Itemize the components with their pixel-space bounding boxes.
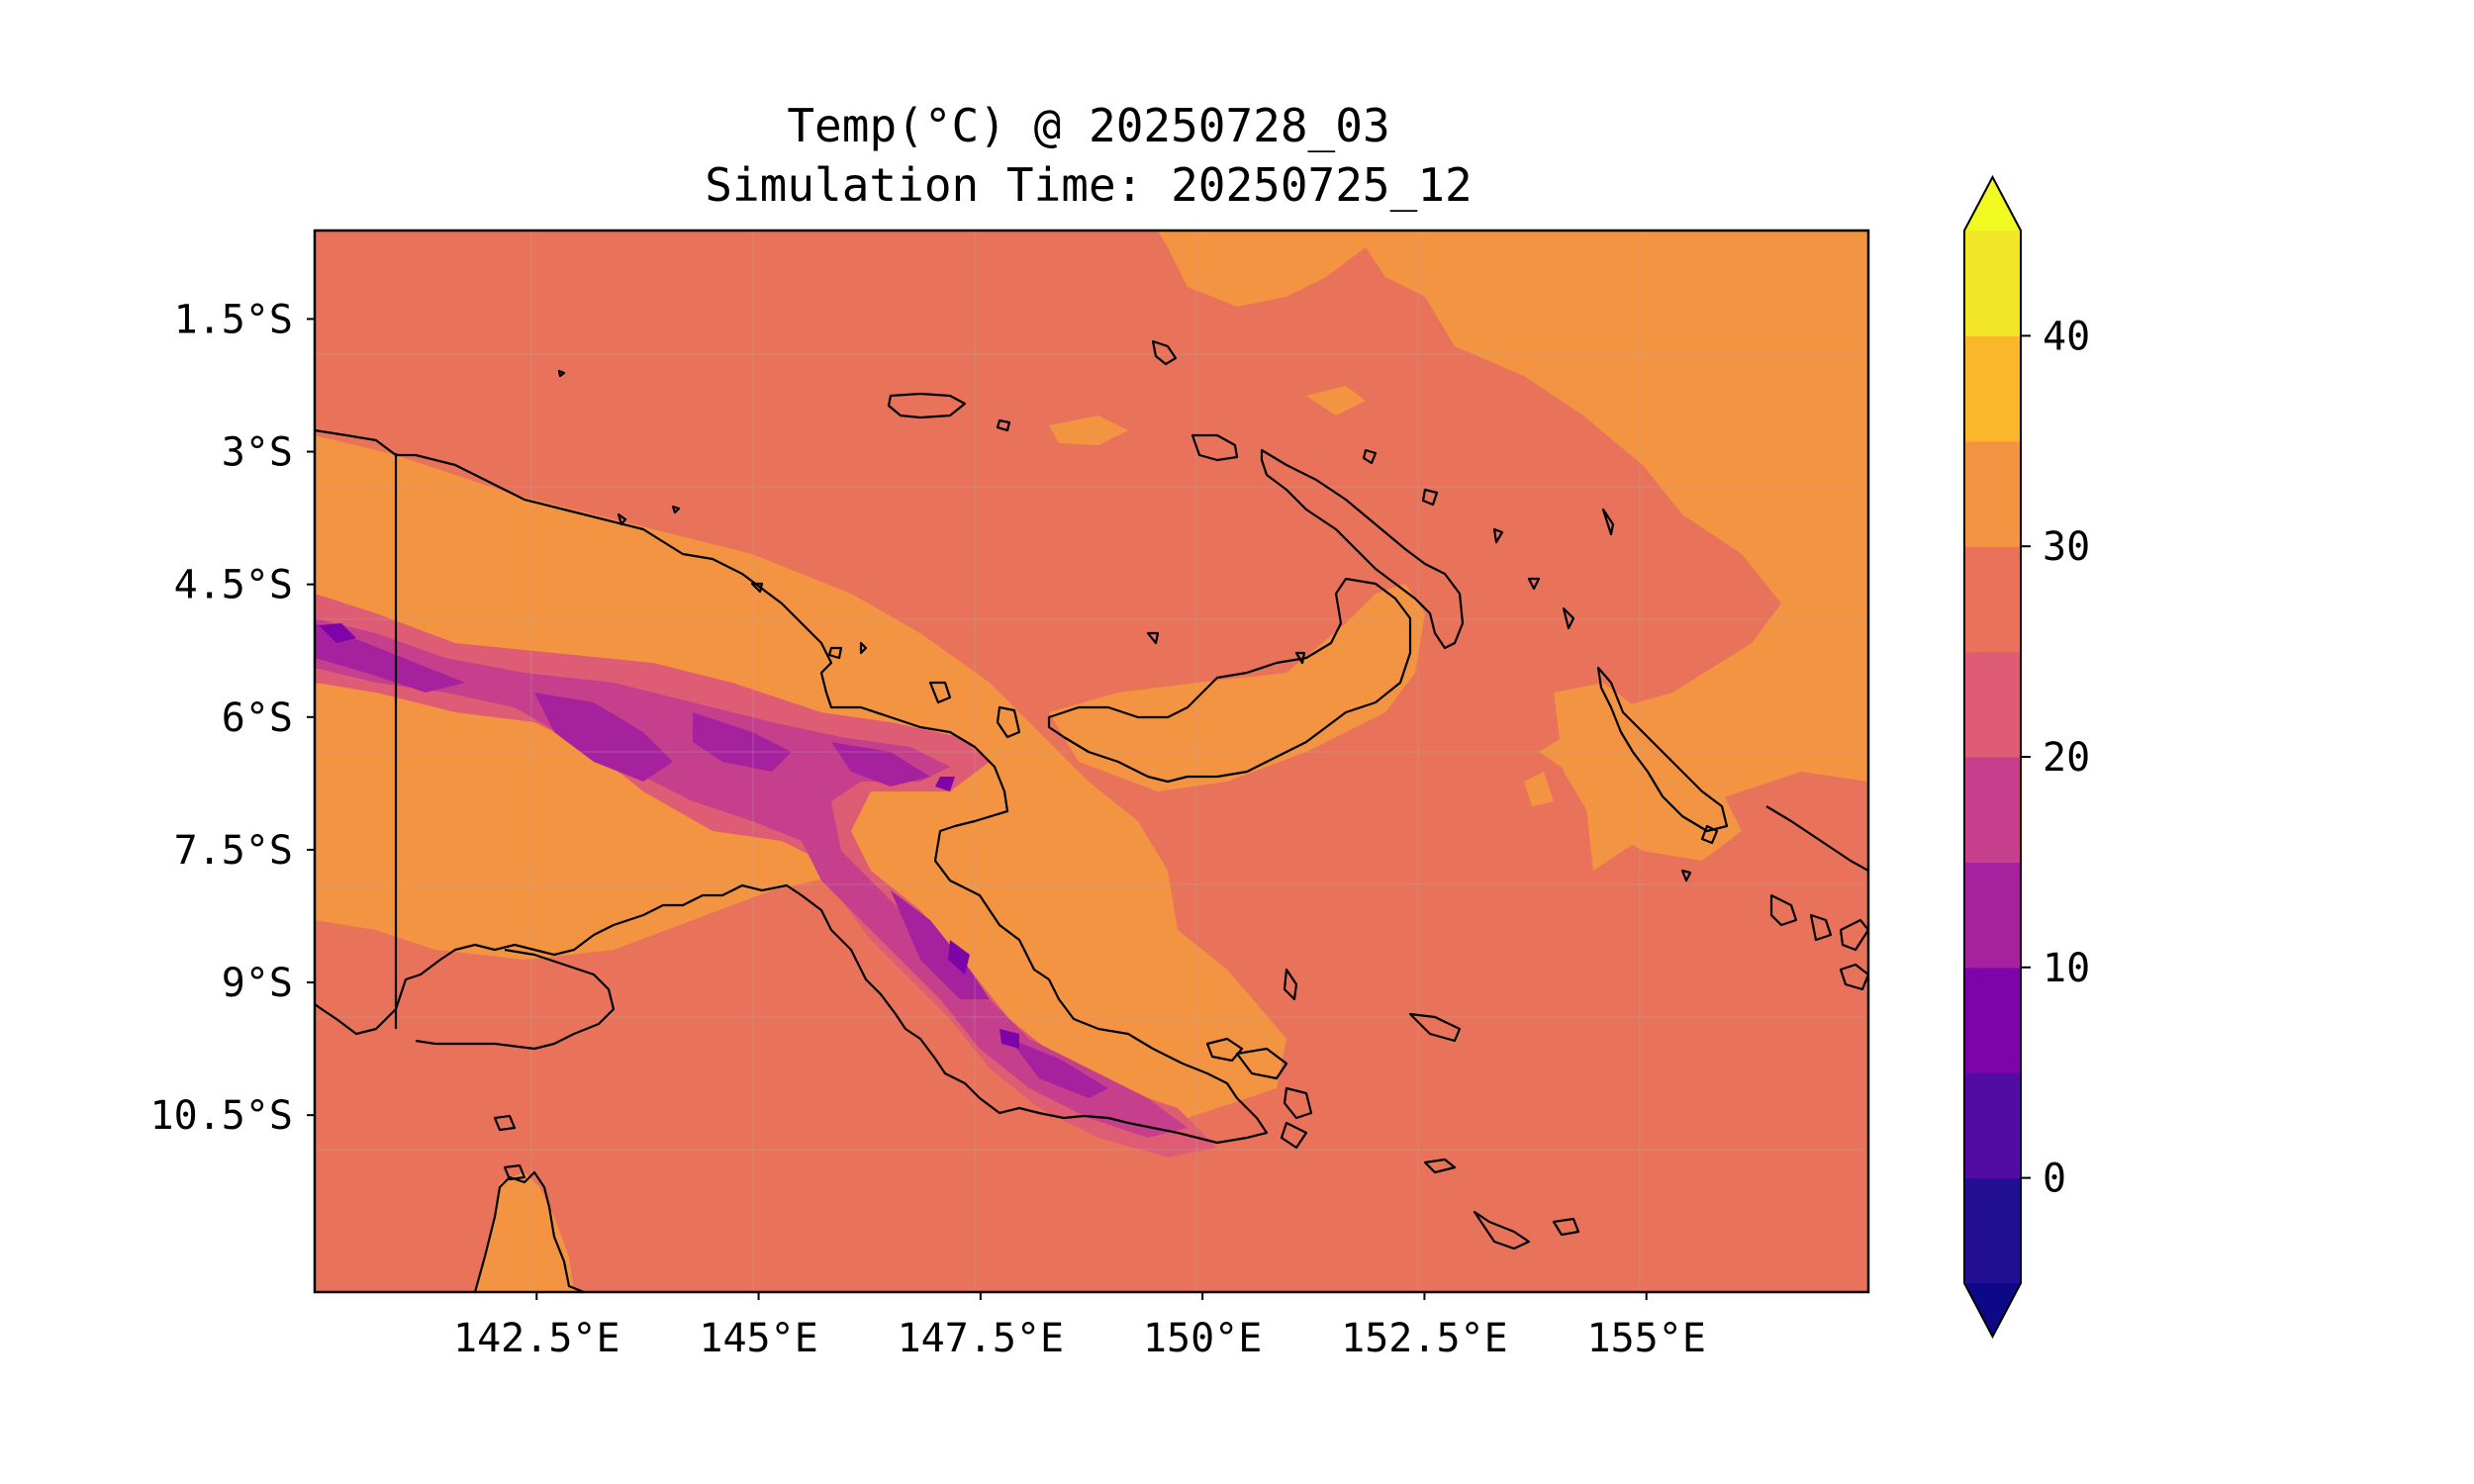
colorbar-tick-label: 0 <box>2043 1157 2066 1202</box>
coastline-mussau <box>1151 339 1178 366</box>
x-tick-label: 150°E <box>1143 1316 1262 1361</box>
highlands-core-10-15 <box>315 623 1108 1098</box>
y-tick-label: 4.5°S <box>174 563 293 608</box>
x-tick-label: 142.5°E <box>453 1316 620 1361</box>
coastline-woodlark <box>1408 1012 1462 1043</box>
x-tick-label: 152.5°E <box>1341 1316 1508 1361</box>
warm-sea-region-northeast <box>1158 231 1868 871</box>
colorbar-segment <box>1964 967 2021 1073</box>
map-title-line2: Simulation Time: 20250725_12 <box>705 158 1472 212</box>
colorbar-segment <box>1964 440 2021 547</box>
map-frame <box>313 229 1870 1294</box>
colorbar-outline <box>1963 174 2022 1340</box>
coastline-manus <box>887 392 967 419</box>
coastline-new-britain <box>1047 577 1412 784</box>
highlands-core-15-20 <box>315 618 1188 1138</box>
coastline-fly-delta <box>415 948 616 1051</box>
warm-region-cape-york <box>475 1172 574 1292</box>
map-title-line1: Temp(°C) @ 20250728_03 <box>787 99 1389 152</box>
colorbar-segment <box>1964 1177 2021 1284</box>
colorbar: 0 10 20 30 40 <box>1963 174 2090 1340</box>
colorbar-segment <box>1964 651 2021 758</box>
coastline-cape-york <box>473 1170 585 1292</box>
y-tick-label: 10.5°S <box>150 1093 294 1139</box>
x-tick-label: 155°E <box>1587 1316 1706 1361</box>
colorbar-segment <box>1964 231 2021 336</box>
colorbar-tick-label: 40 <box>2043 314 2090 359</box>
coastline-solomon-islands <box>1765 805 1868 991</box>
coastlines <box>315 339 1868 1292</box>
colorbar-segment <box>1964 546 2021 653</box>
colorbar-segment <box>1964 757 2021 863</box>
coastline-new-guinea <box>315 428 1269 1145</box>
coastline-small-islands <box>557 369 1719 1001</box>
coastline-louisiade <box>1423 1158 1580 1251</box>
y-tick-label: 7.5°S <box>174 828 293 874</box>
coastline-new-ireland <box>1260 448 1465 650</box>
map-axes: 142.5°E 145°E 147.5°E 150°E 152.5°E 155°E 1.5… <box>150 229 1870 1361</box>
y-tick-label: 3°S <box>222 430 293 476</box>
x-axis-ticks: 142.5°E 145°E 147.5°E 150°E 152.5°E 155°E <box>453 1292 1706 1361</box>
y-tick-label: 1.5°S <box>174 297 293 342</box>
colorbar-segment <box>1964 862 2021 969</box>
colorbar-segment <box>1964 335 2021 442</box>
coastline-new-hanover <box>1190 433 1239 462</box>
y-axis-ticks: 1.5°S 3°S 4.5°S 6°S 7.5°S 9°S 10.5°S <box>150 297 315 1139</box>
colorbar-tick-label: 20 <box>2043 735 2090 781</box>
coastline-torres-strait <box>493 1114 526 1181</box>
warm-patch-sea <box>1049 386 1554 806</box>
warm-region-new-britain <box>1049 584 1425 791</box>
coastline-trobriand-islands <box>1205 1037 1313 1150</box>
colorbar-tick-label: 10 <box>2043 946 2090 991</box>
y-tick-label: 9°S <box>222 961 293 1006</box>
x-tick-label: 147.5°E <box>898 1316 1065 1361</box>
colorbar-segment <box>1964 1072 2021 1179</box>
colorbar-extend-min <box>1964 1283 2021 1337</box>
y-tick-label: 6°S <box>222 696 293 741</box>
colorbar-extend-max <box>1964 177 2021 231</box>
coastline-bougainville <box>1596 666 1729 833</box>
colorbar-tick-label: 30 <box>2043 524 2090 570</box>
map-gridlines <box>315 231 1868 1292</box>
x-tick-label: 145°E <box>699 1316 817 1361</box>
